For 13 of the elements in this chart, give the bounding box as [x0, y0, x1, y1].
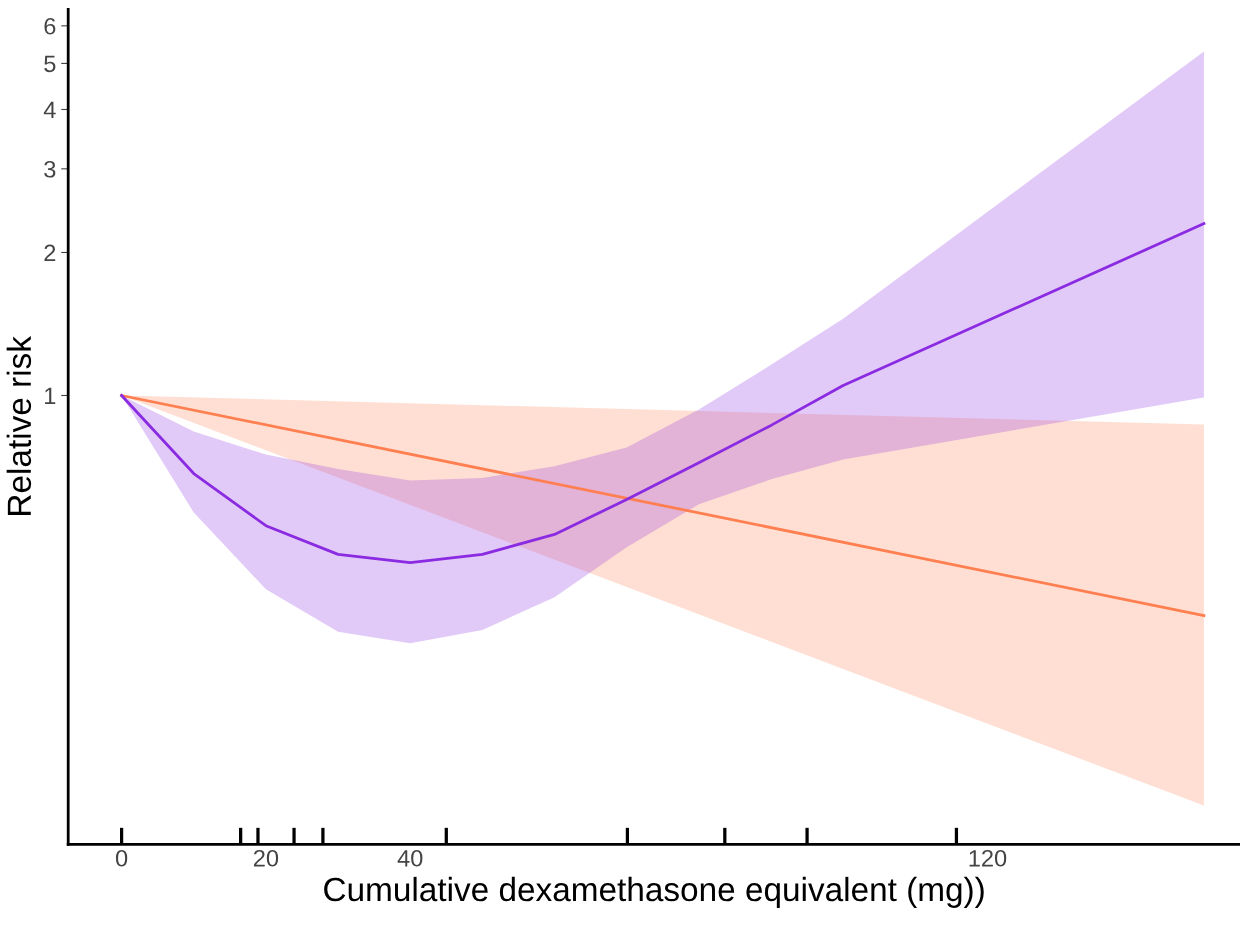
- x-tick-label: 0: [115, 849, 128, 867]
- y-tick-label: 1: [45, 387, 56, 405]
- y-tick-label: 4: [43, 101, 56, 119]
- x-tick-label: 20: [253, 849, 279, 867]
- y-axis-title: Relative risk: [6, 336, 32, 515]
- y-tick-label: 2: [44, 244, 56, 262]
- x-tick-label: 40: [397, 849, 423, 867]
- x-tick-label: 120: [969, 849, 1007, 867]
- x-axis-title: Cumulative dexamethasone equivalent (mg)): [324, 876, 984, 908]
- y-tick-label: 5: [44, 55, 56, 73]
- y-tick-label: 6: [44, 17, 56, 35]
- y-tick-label: 3: [44, 160, 56, 178]
- line-series: [120, 222, 1206, 564]
